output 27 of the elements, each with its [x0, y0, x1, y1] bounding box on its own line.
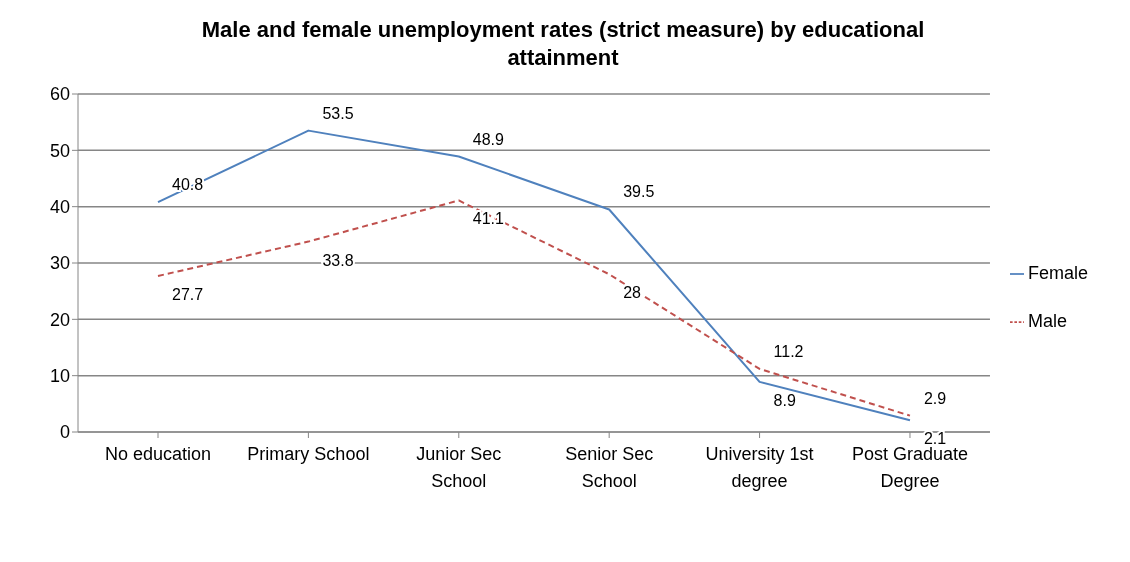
- y-tick-label: 0: [59, 422, 70, 443]
- data-label: 2.9: [923, 389, 947, 407]
- x-tick-label: No education: [104, 444, 212, 464]
- y-tick-label: 50: [49, 140, 70, 161]
- data-label: 33.8: [322, 251, 354, 269]
- x-tick-label: University 1st degree: [705, 444, 814, 491]
- y-tick-label: 40: [49, 197, 70, 218]
- y-tick-label: 30: [49, 253, 70, 274]
- legend-label: Female: [1027, 263, 1088, 283]
- line-series: [157, 129, 911, 422]
- data-label: 39.5: [623, 183, 655, 201]
- chart-title: Male and female unemployment rates (strict measure) by educational attainment: [200, 16, 926, 72]
- y-tick-label: 20: [49, 309, 70, 330]
- data-label: 48.9: [472, 130, 505, 148]
- line-series: [157, 199, 911, 417]
- data-label: 53.5: [322, 104, 354, 122]
- data-label: 28: [623, 284, 642, 302]
- x-tick-label: Senior Sec School: [565, 444, 654, 491]
- legend-label: Male: [1027, 311, 1067, 331]
- data-label: 41.1: [472, 210, 505, 228]
- data-label: 8.9: [773, 391, 796, 409]
- data-label: 27.7: [172, 285, 204, 303]
- x-tick-label: Junior Sec School: [416, 444, 502, 491]
- x-tick-label: Primary School: [247, 444, 370, 464]
- y-tick-label: 60: [49, 84, 70, 105]
- y-tick-label: 10: [49, 366, 70, 387]
- data-label: 11.2: [773, 342, 804, 360]
